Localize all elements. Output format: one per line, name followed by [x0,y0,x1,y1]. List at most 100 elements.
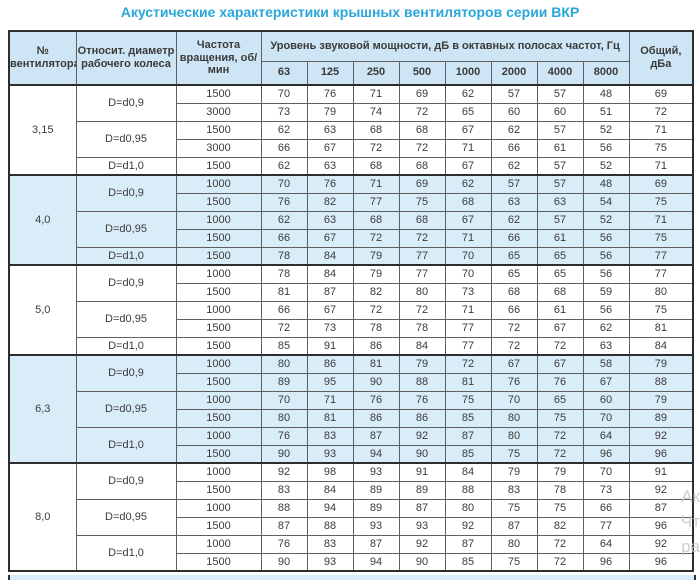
level-cell: 57 [536,120,584,140]
level-cell: 62 [490,120,538,140]
table-row: D=d0,95 1000 66 67 72 72 71 66 61 56 75 [9,300,694,338]
speed-cell: 1500 [175,156,262,176]
speed-cell: 3000 [175,102,262,122]
level-cell: 66 [260,138,308,158]
speed-cell: 1000 [175,210,262,230]
table-row: 1500 76 82 77 75 68 63 63 54 75 [9,192,694,212]
level-cell: 71 [306,390,354,410]
level-cell: 85 [444,444,492,464]
diameter-cell: D=d0,9 [75,84,177,122]
level-cell: 93 [306,552,354,572]
level-cell: 77 [444,336,492,356]
level-cell: 66 [490,138,538,158]
level-cell: 72 [398,138,446,158]
header-row-main: № вентилятора Относит. диаметр рабочего … [8,30,694,86]
level-cell: 72 [536,426,584,446]
diameter-cell: D=d0,95 [75,390,177,428]
level-cell: 68 [398,120,446,140]
total-cell: 72 [628,102,694,122]
level-cell: 72 [398,300,446,320]
level-cell: 63 [306,156,354,176]
diameter-cell: D=d1,0 [75,156,177,176]
total-cell: 88 [628,372,694,392]
speed-cell: 1500 [175,516,262,536]
level-cell: 79 [306,102,354,122]
level-cell: 88 [444,480,492,500]
level-cell: 68 [444,192,492,212]
level-cell: 94 [306,498,354,518]
level-cell: 66 [260,300,308,320]
level-cell: 72 [490,318,538,338]
level-cell: 57 [490,84,538,104]
level-cell: 90 [260,444,308,464]
header-octave-span: Уровень звуковой мощности, дБ в октавных… [260,30,630,62]
diameter-cell: D=d0,9 [75,462,177,500]
level-cell: 76 [260,426,308,446]
level-cell: 71 [444,138,492,158]
total-cell: 79 [628,390,694,410]
level-cell: 71 [444,300,492,320]
diameter-cell: D=d1,0 [75,426,177,464]
diameter-cell: D=d0,95 [75,300,177,338]
total-cell: 77 [628,264,694,284]
total-cell: 75 [628,300,694,320]
level-cell: 79 [398,354,446,374]
speed-cell: 1500 [175,120,262,140]
fan-number-cell: 6,3 [8,354,77,464]
level-cell: 63 [582,336,630,356]
level-cell: 78 [352,318,400,338]
level-cell: 96 [582,444,630,464]
level-cell: 80 [260,408,308,428]
level-cell: 78 [398,318,446,338]
level-cell: 72 [444,354,492,374]
header-band-250: 250 [352,60,400,86]
level-cell: 61 [536,138,584,158]
total-cell: 92 [628,426,694,446]
table-row: 1500 90 93 94 90 85 75 72 96 96 [9,444,694,464]
level-cell: 62 [490,210,538,230]
diameter-cell: D=d0,9 [75,264,177,302]
table-row: D=d0,95 1000 62 63 68 68 67 62 57 52 71 [9,210,694,248]
level-cell: 72 [398,102,446,122]
table-row: 1500 89 95 90 88 81 76 76 67 88 [9,372,694,392]
level-cell: 87 [306,282,354,302]
level-cell: 63 [490,192,538,212]
level-cell: 86 [398,408,446,428]
level-cell: 77 [398,246,446,266]
speed-cell: 1000 [175,426,262,446]
level-cell: 72 [536,534,584,554]
level-cell: 56 [582,138,630,158]
level-cell: 57 [536,210,584,230]
speed-cell: 1000 [175,264,262,284]
speed-cell: 1500 [175,84,262,104]
speed-cell: 1000 [175,354,262,374]
next-group-row-partial [8,575,696,580]
speed-cell: 1000 [175,390,262,410]
header-band-2000: 2000 [490,60,538,86]
level-cell: 65 [444,102,492,122]
level-cell: 51 [582,102,630,122]
level-cell: 76 [398,390,446,410]
level-cell: 74 [352,102,400,122]
level-cell: 60 [490,102,538,122]
level-cell: 73 [260,102,308,122]
total-cell: 75 [628,138,694,158]
level-cell: 68 [398,156,446,176]
table-header: № вентилятора Относит. диаметр рабочего … [8,30,694,86]
level-cell: 78 [260,264,308,284]
level-cell: 88 [398,372,446,392]
header-diameter: Относит. диаметр рабочего колеса [75,30,177,86]
level-cell: 81 [306,408,354,428]
level-cell: 83 [306,534,354,554]
level-cell: 65 [536,264,584,284]
total-cell: 69 [628,84,694,104]
speed-cell: 1500 [175,552,262,572]
level-cell: 87 [490,516,538,536]
level-cell: 67 [444,210,492,230]
level-cell: 84 [398,336,446,356]
level-cell: 83 [260,480,308,500]
table-row: 3,15 D=d0,9 1500 70 76 71 69 62 57 57 48 69 [8,84,694,176]
level-cell: 95 [306,372,354,392]
header-band-500: 500 [398,60,446,86]
level-cell: 73 [582,480,630,500]
